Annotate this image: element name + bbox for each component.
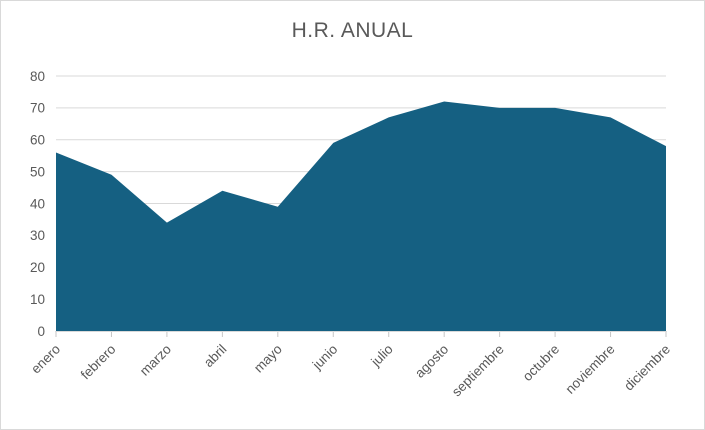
x-tick-label: abril <box>201 342 230 371</box>
area-series <box>56 101 666 331</box>
y-tick-label: 50 <box>30 164 45 179</box>
y-tick-label: 40 <box>30 196 45 211</box>
y-tick-label: 80 <box>30 69 45 84</box>
x-tick-label: mayo <box>251 342 285 376</box>
y-tick-label: 10 <box>30 292 45 307</box>
x-tick-label: febrero <box>78 342 119 383</box>
x-tick-label: diciembre <box>621 342 673 394</box>
x-tick-label: octubre <box>520 342 562 384</box>
x-tick-label: noviembre <box>562 342 617 397</box>
y-tick-label: 0 <box>37 324 45 339</box>
y-tick-label: 70 <box>30 101 45 116</box>
x-tick-label: enero <box>28 342 63 377</box>
x-tick-label: julio <box>368 342 396 370</box>
x-tick-label: agosto <box>412 342 451 381</box>
chart-title: H.R. ANUAL <box>291 19 414 42</box>
y-tick-label: 60 <box>30 133 45 148</box>
x-tick-label: junio <box>309 342 340 373</box>
y-tick-label: 20 <box>30 260 45 275</box>
x-tick-label: septiembre <box>449 342 507 400</box>
x-tick-label: marzo <box>137 342 174 379</box>
y-tick-label: 30 <box>30 228 45 243</box>
